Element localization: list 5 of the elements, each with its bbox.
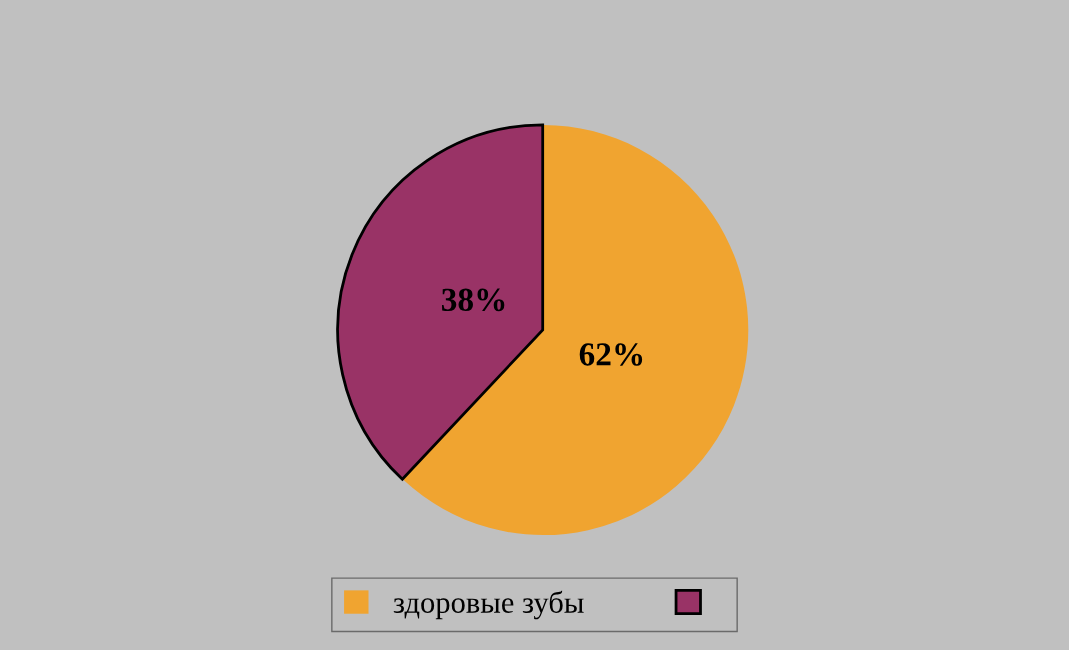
data-label: 62% xyxy=(579,343,643,366)
legend-label: здоровые зубы xyxy=(393,590,584,620)
data-label: 38% xyxy=(442,288,505,312)
pie-slice xyxy=(336,123,545,481)
pie-slice xyxy=(402,125,749,536)
